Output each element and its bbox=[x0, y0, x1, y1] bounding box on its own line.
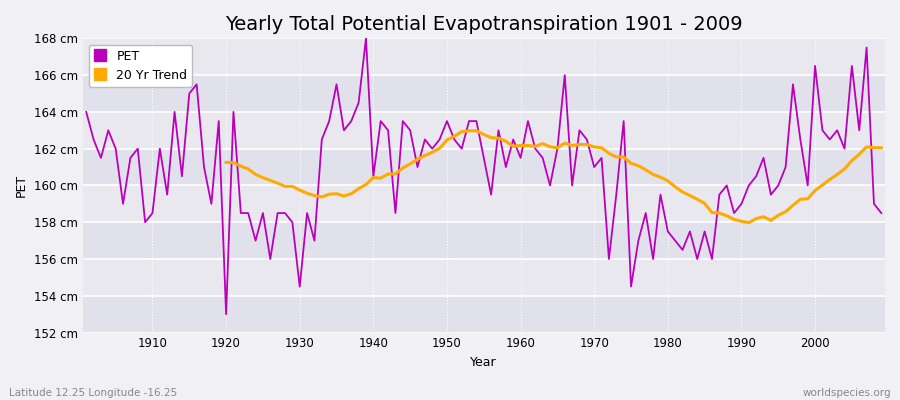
Bar bbox=[83, 296, 885, 332]
PET bbox=[140, 220, 150, 225]
PET bbox=[220, 312, 231, 316]
20 Yr Trend bbox=[464, 128, 474, 133]
20 Yr Trend bbox=[220, 160, 231, 165]
X-axis label: Year: Year bbox=[471, 356, 497, 369]
20 Yr Trend bbox=[419, 153, 430, 158]
20 Yr Trend bbox=[876, 145, 886, 150]
PET bbox=[876, 211, 886, 216]
PET bbox=[361, 36, 372, 41]
PET bbox=[353, 100, 364, 105]
Text: worldspecies.org: worldspecies.org bbox=[803, 388, 891, 398]
20 Yr Trend bbox=[309, 193, 320, 198]
PET bbox=[618, 119, 629, 124]
PET bbox=[523, 119, 534, 124]
Bar bbox=[83, 222, 885, 259]
Y-axis label: PET: PET bbox=[15, 174, 28, 197]
Text: Latitude 12.25 Longitude -16.25: Latitude 12.25 Longitude -16.25 bbox=[9, 388, 177, 398]
PET bbox=[530, 146, 541, 151]
Legend: PET, 20 Yr Trend: PET, 20 Yr Trend bbox=[89, 44, 193, 87]
20 Yr Trend bbox=[861, 144, 872, 149]
20 Yr Trend bbox=[795, 197, 806, 202]
20 Yr Trend bbox=[685, 193, 696, 198]
20 Yr Trend bbox=[743, 220, 754, 225]
Bar bbox=[83, 149, 885, 186]
Bar bbox=[83, 75, 885, 112]
20 Yr Trend bbox=[780, 209, 791, 214]
Line: PET: PET bbox=[86, 38, 881, 314]
PET bbox=[309, 238, 320, 243]
PET bbox=[81, 110, 92, 114]
Title: Yearly Total Potential Evapotranspiration 1901 - 2009: Yearly Total Potential Evapotranspiratio… bbox=[225, 15, 742, 34]
Line: 20 Yr Trend: 20 Yr Trend bbox=[226, 131, 881, 223]
